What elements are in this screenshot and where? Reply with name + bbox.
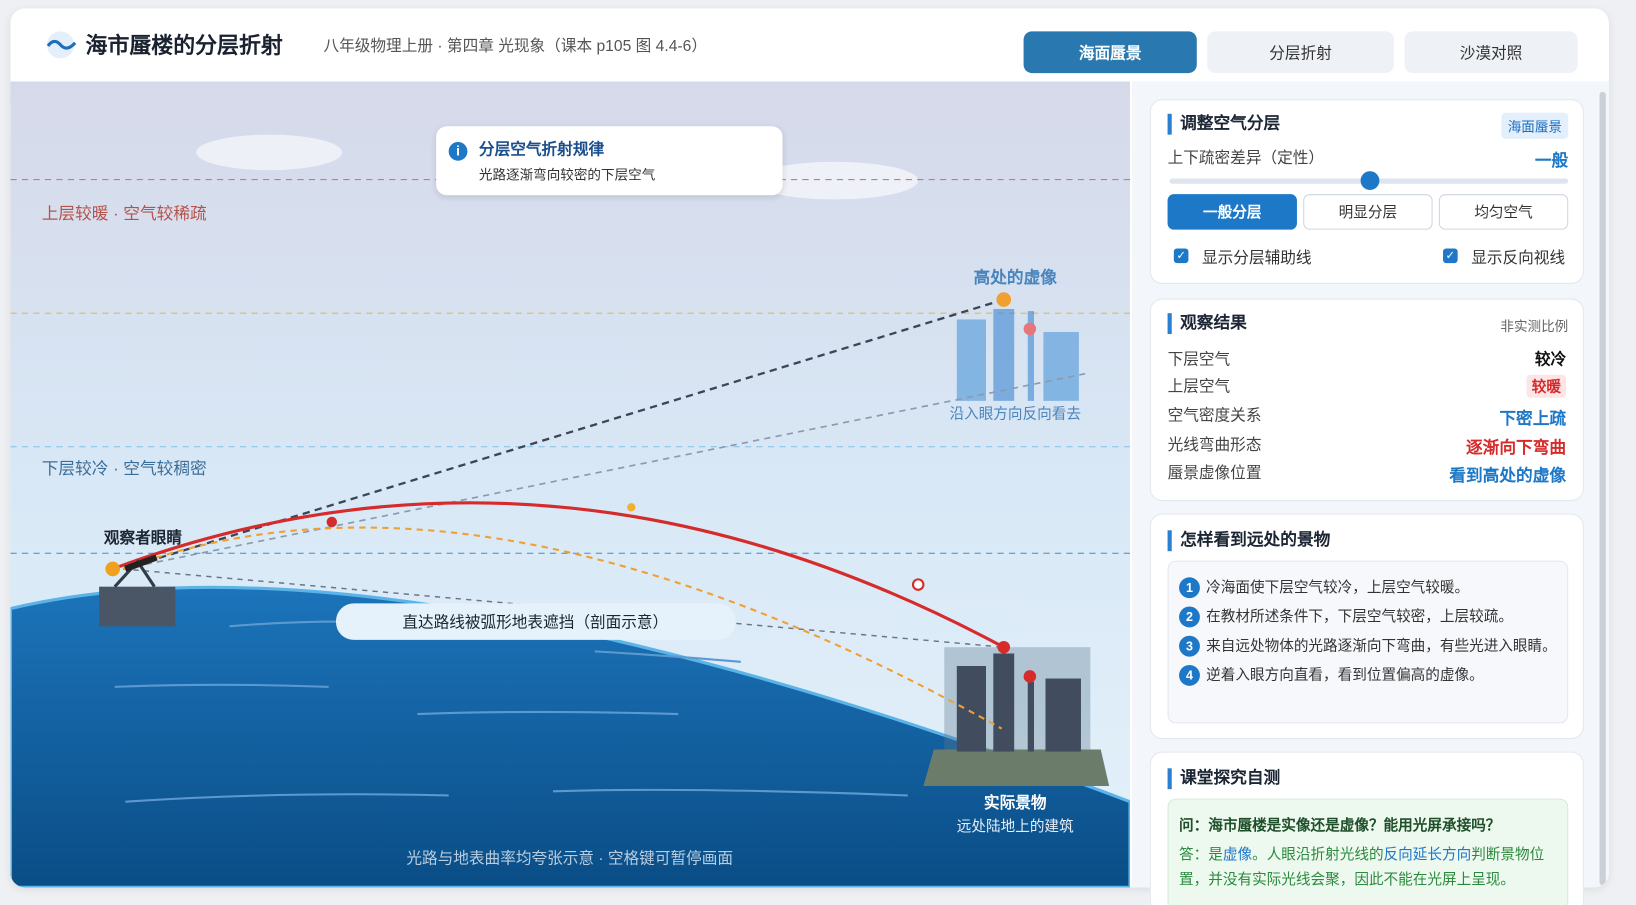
- step: 2 在教材所述条件下，下层空气较密，上层较疏。: [1179, 603, 1557, 628]
- answer-text: 判断景物位置，并没有实际光线会聚，因此不能在光屏上呈现。: [1179, 845, 1545, 888]
- step-text: 冷海面使下层空气较冷，上层空气较暖。: [1206, 578, 1470, 596]
- answer-key: 虚像: [1222, 845, 1253, 863]
- controls-card: 调整空气分层 海面蜃景 上下疏密差异（定性） 一般 一般分层 明显分层 均匀空气…: [1149, 99, 1584, 284]
- real-label: 实际景物: [984, 793, 1047, 812]
- badge: 海面蜃景: [1501, 112, 1569, 139]
- island: [923, 749, 1110, 787]
- slider-label: 上下疏密差异（定性）: [1167, 149, 1325, 168]
- card-title: 课堂探究自测: [1167, 768, 1280, 790]
- sight-line: [122, 372, 1086, 570]
- ray-dot: [911, 578, 925, 591]
- virtual-marker: [1023, 322, 1037, 336]
- tab[interactable]: 分层折射: [1207, 31, 1394, 74]
- row-label: 上层空气: [1167, 377, 1231, 396]
- row-label: 蜃景虚像位置: [1167, 464, 1262, 483]
- scene: 上层较暖 · 空气较稀疏 下层较冷 · 空气较稠密 高处的虚像 沿入眼方向反向看…: [10, 81, 1131, 888]
- result-row: 下层空气 较冷: [1168, 348, 1567, 370]
- info-icon: i: [448, 141, 468, 161]
- layer-label: 上层较暖 · 空气较稀疏: [42, 204, 207, 223]
- explain-card: 怎样看到远处的景物 1 冷海面使下层空气较冷，上层空气较暖。 2 在教材所述条件下，下…: [1149, 513, 1584, 740]
- quiz-card: 课堂探究自测 问：海市蜃楼是实像还是虚像？能用光屏承接吗？ 答：是虚像。人眼沿折…: [1149, 751, 1584, 905]
- tab[interactable]: 海面蜃景: [1023, 31, 1197, 74]
- step-text: 在教材所述条件下，下层空气较密，上层较疏。: [1206, 607, 1513, 625]
- layer-label: 下层较冷 · 空气较稠密: [42, 459, 207, 478]
- real-buildings: [956, 653, 1081, 752]
- mode-button[interactable]: 均匀空气: [1438, 194, 1569, 230]
- card-title: 调整空气分层: [1167, 113, 1280, 135]
- step-number: 4: [1179, 664, 1200, 686]
- mode-button[interactable]: 一般分层: [1167, 194, 1297, 230]
- app-title: 海市蜃楼的分层折射: [85, 34, 283, 59]
- footer-note: 光路与地表曲率均夸张示意 · 空格键可暂停画面: [406, 848, 733, 867]
- info-text: 光路逐渐弯向较密的下层空气: [478, 167, 656, 183]
- ray-dot: [997, 640, 1011, 654]
- slider-value: 一般: [1534, 152, 1569, 171]
- real-marker: [1023, 670, 1037, 683]
- checkbox[interactable]: ✓: [1173, 248, 1189, 264]
- row-label: 光线弯曲形态: [1167, 436, 1262, 455]
- row-value: 较冷: [1534, 350, 1567, 369]
- answer-text: 答：是: [1179, 845, 1223, 863]
- slider-thumb[interactable]: [1360, 171, 1380, 190]
- result-row: 空气密度关系 下密上疏: [1168, 404, 1567, 429]
- row-value: 看到高处的虚像: [1449, 467, 1567, 486]
- row-value: 较暖: [1526, 374, 1567, 398]
- row-label: 下层空气: [1167, 350, 1231, 369]
- scrollbar: [1599, 91, 1606, 886]
- waves: [114, 620, 908, 803]
- virtual-label: 高处的虚像: [974, 267, 1058, 287]
- info-title: 分层空气折射规律: [478, 140, 605, 159]
- eye: [105, 561, 120, 577]
- step-number: 2: [1179, 606, 1200, 628]
- result-row: 光线弯曲形态 逐渐向下弯曲: [1168, 433, 1567, 458]
- image-dot: [996, 292, 1012, 307]
- quiz-box: 问：海市蜃楼是实像还是虚像？能用光屏承接吗？ 答：是虚像。人眼沿折射光线的反向延…: [1167, 798, 1569, 905]
- subtitle: 八年级物理上册 · 第四章 光现象（课本 p105 图 4.4-6）: [323, 37, 707, 56]
- checkbox-label[interactable]: 显示分层辅助线: [1201, 249, 1312, 268]
- blocked-pill: [335, 603, 736, 640]
- result-row: 蜃景虚像位置 看到高处的虚像: [1168, 461, 1567, 486]
- results-card: 观察结果 非实测比例 下层空气 较冷 上层空气 较暖 空气密度关系 下密上疏 光线弯曲…: [1149, 298, 1584, 502]
- step: 3 来自远处物体的光路逐渐向下弯曲，有些光进入眼睛。: [1179, 633, 1557, 658]
- step-text: 来自远处物体的光路逐渐向下弯曲，有些光进入眼睛。: [1206, 636, 1557, 654]
- logo: [46, 31, 77, 59]
- answer-key: 反向延长方向: [1383, 845, 1472, 863]
- step-number: 1: [1179, 577, 1200, 599]
- ray-dot: [326, 516, 338, 528]
- result-row: 上层空气 较暖: [1167, 374, 1567, 398]
- telescope: [124, 554, 158, 572]
- checkbox[interactable]: ✓: [1443, 248, 1458, 264]
- note: 非实测比例: [1500, 318, 1569, 335]
- step: 1 冷海面使下层空气较冷，上层空气较暖。: [1179, 574, 1557, 599]
- cloud: [751, 161, 919, 200]
- refracted-ray: [112, 501, 1005, 649]
- checkbox-label[interactable]: 显示反向视线: [1471, 249, 1566, 268]
- card-title: 怎样看到远处的景物: [1167, 530, 1330, 552]
- observer-label: 观察者眼睛: [104, 528, 183, 547]
- info-box: i 分层空气折射规律 光路逐渐弯向较密的下层空气: [436, 126, 783, 196]
- answer-text: 。人眼沿折射光线的: [1252, 845, 1384, 863]
- step: 4 逆着入眼方向直看，看到位置偏高的虚像。: [1179, 662, 1557, 687]
- ray-dot: [627, 503, 636, 512]
- step-text: 逆着入眼方向直看，看到位置偏高的虚像。: [1206, 666, 1484, 683]
- virtual-buildings: [956, 308, 1079, 401]
- question: 问：海市蜃楼是实像还是虚像？能用光屏承接吗？: [1179, 816, 1501, 834]
- steps-box: 1 冷海面使下层空气较冷，上层空气较暖。 2 在教材所述条件下，下层空气较密，上层较疏…: [1167, 560, 1569, 724]
- real-note: 远处陆地上的建筑: [957, 818, 1074, 835]
- row-value: 下密上疏: [1499, 410, 1567, 428]
- cloud: [196, 134, 343, 171]
- tab[interactable]: 沙漠对照: [1404, 31, 1578, 74]
- blocked-label: 直达路线被弧形地表遮挡（剖面示意）: [402, 612, 668, 631]
- row-value: 逐渐向下弯曲: [1465, 439, 1567, 458]
- answer: 答：是虚像。人眼沿折射光线的反向延长方向判断景物位置，并没有实际光线会聚，因此不…: [1179, 841, 1557, 891]
- card-title: 观察结果: [1167, 313, 1247, 335]
- step-number: 3: [1179, 635, 1200, 657]
- reverse-label: 沿入眼方向反向看去: [950, 406, 1081, 423]
- mode-button[interactable]: 明显分层: [1303, 194, 1433, 230]
- orange-ray: [122, 526, 1003, 730]
- platform: [99, 586, 176, 627]
- row-label: 空气密度关系: [1167, 407, 1262, 425]
